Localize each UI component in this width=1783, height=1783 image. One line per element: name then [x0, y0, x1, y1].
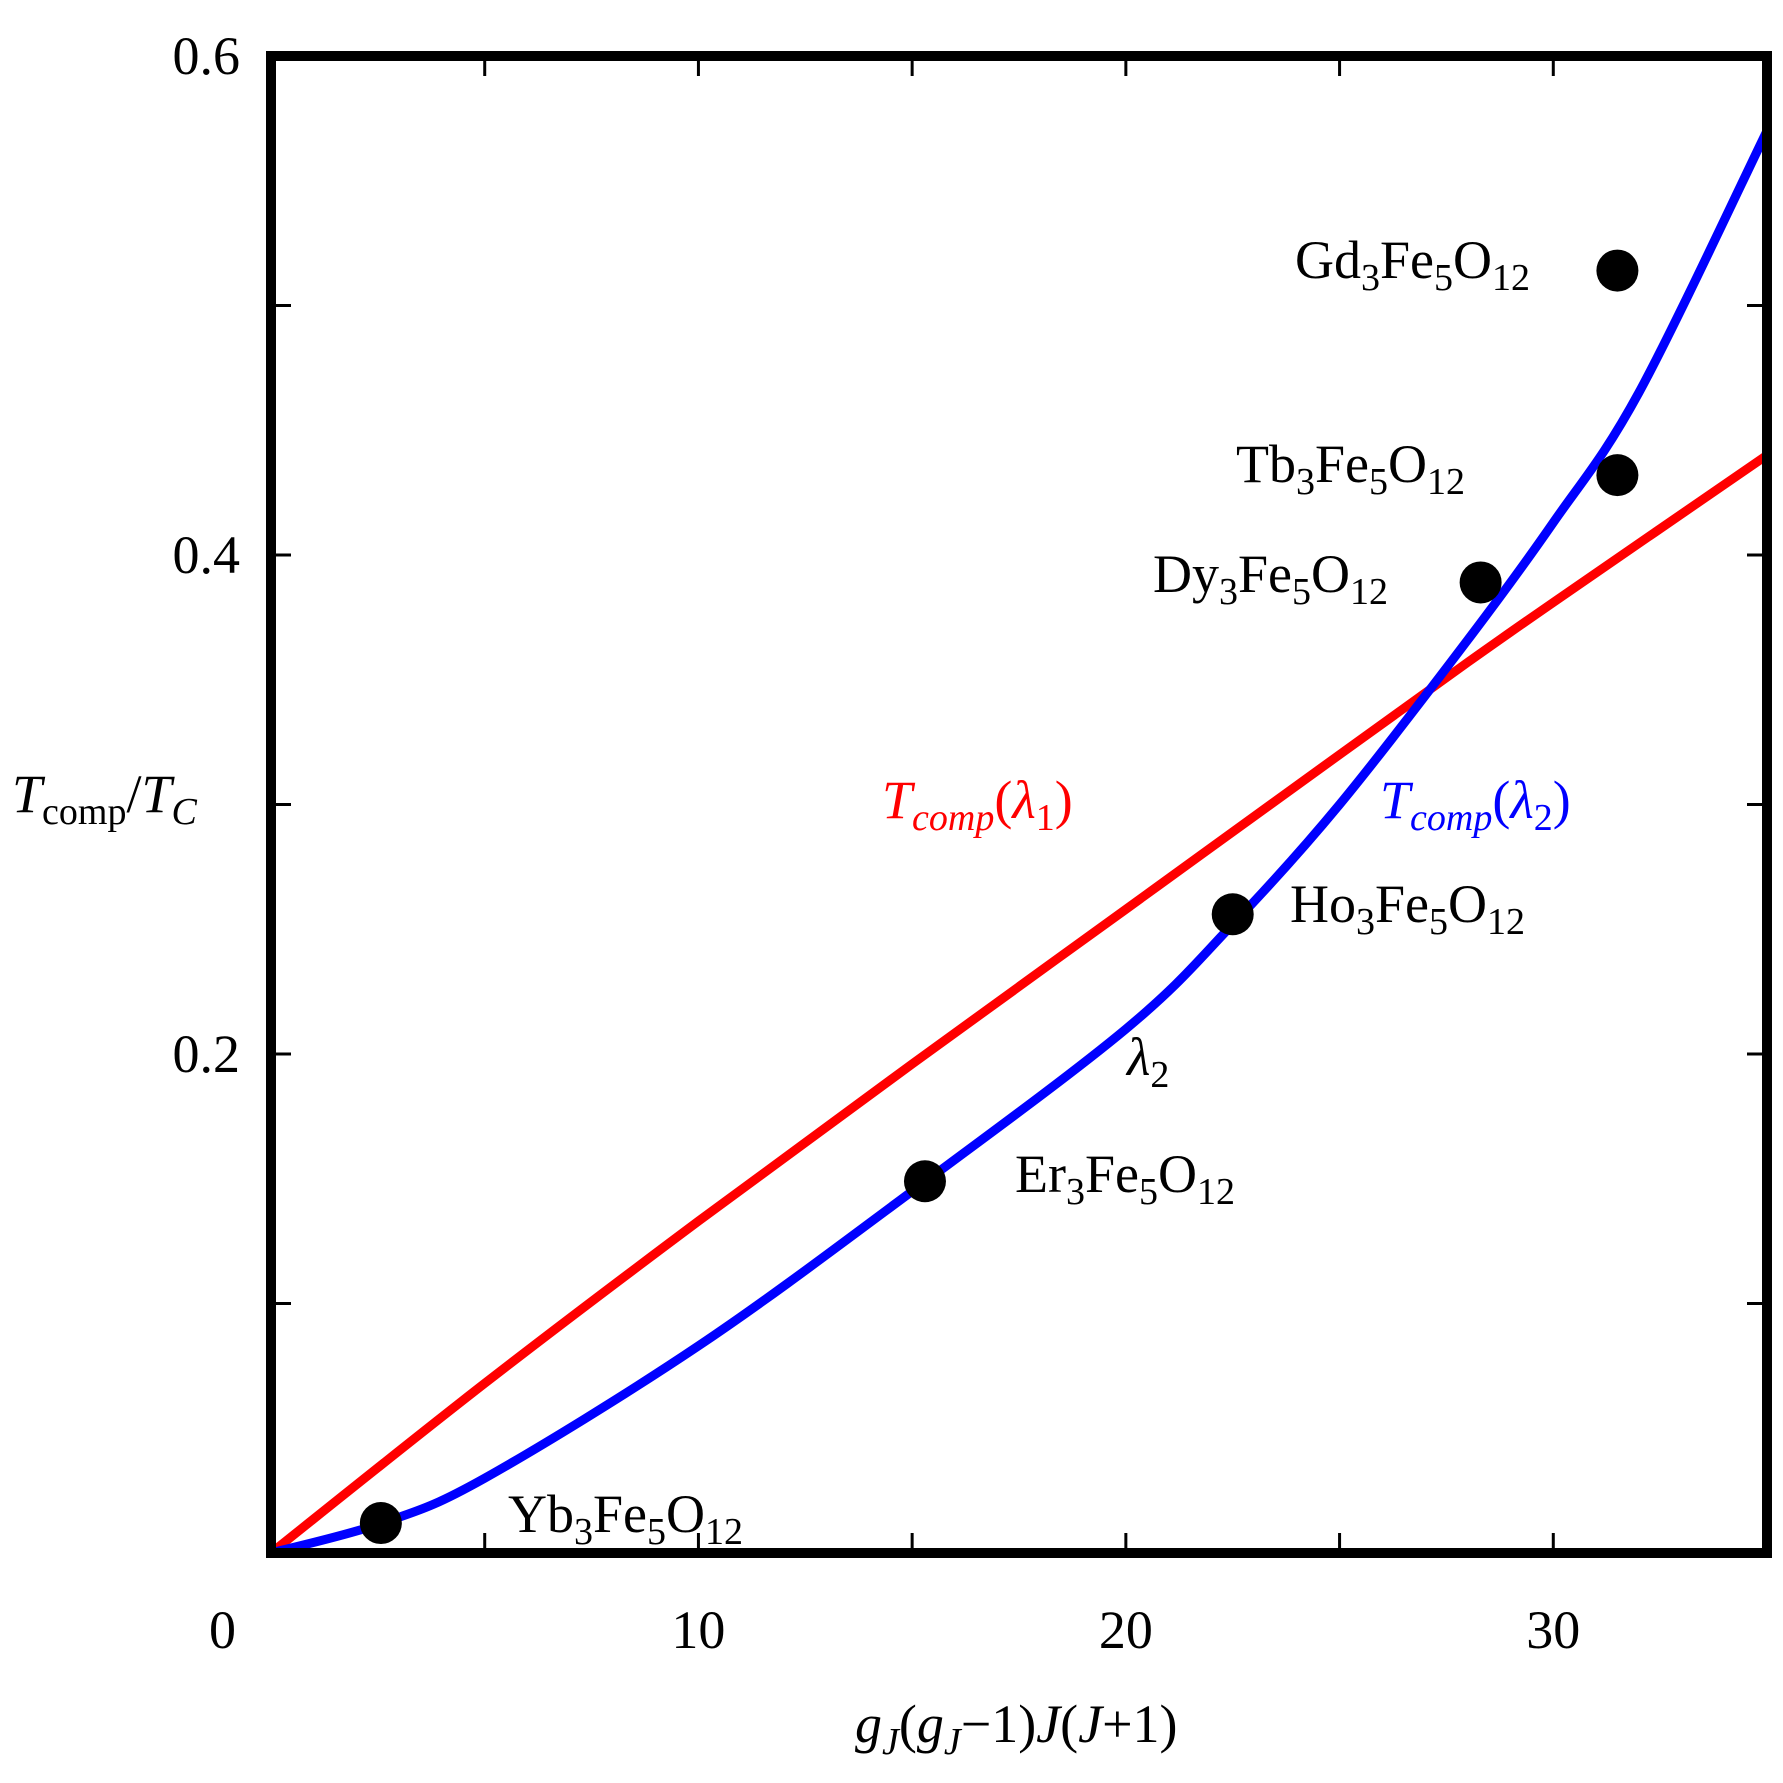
y-axis-label: Tcomp/TC [12, 764, 198, 833]
data-point [1596, 249, 1639, 292]
series-line-1 [266, 450, 1772, 1558]
tick-labels: 0 10 20 30 0.2 0.4 0.6 [173, 26, 1581, 1660]
x-tick-label: 10 [671, 1600, 725, 1660]
series-label-lambda1: Tcomp(λ1) [882, 770, 1073, 839]
x-tick-label: 0 [209, 1600, 236, 1660]
series-label-lambda2: Tcomp(λ2) [1380, 770, 1571, 839]
x-tick-label: 20 [1099, 1600, 1153, 1660]
data-point [359, 1502, 402, 1545]
y-tick-label: 0.2 [173, 1024, 241, 1084]
point-label: Tb3Fe5O12 [1236, 434, 1465, 503]
data-point [1596, 454, 1639, 497]
x-axis-label: gJ(gJ−1)J(J+1) [855, 1694, 1178, 1763]
series-lines [266, 126, 1772, 1558]
point-label: Ho3Fe5O12 [1290, 874, 1525, 943]
data-points [359, 249, 1639, 1545]
curve-annotation: λ2 [1125, 1027, 1169, 1096]
point-label: Gd3Fe5O12 [1295, 230, 1530, 299]
data-point [903, 1160, 946, 1203]
series-line-2 [266, 126, 1772, 1558]
y-tick-label: 0.6 [173, 26, 241, 86]
y-tick-label: 0.4 [173, 525, 241, 585]
data-point [1459, 561, 1502, 604]
x-tick-label: 30 [1526, 1600, 1580, 1660]
data-point [1211, 893, 1254, 936]
point-label: Yb3Fe5O12 [508, 1484, 743, 1553]
point-label: Dy3Fe5O12 [1153, 544, 1388, 613]
point-label: Er3Fe5O12 [1015, 1144, 1235, 1213]
plot-frame [266, 51, 1772, 1558]
